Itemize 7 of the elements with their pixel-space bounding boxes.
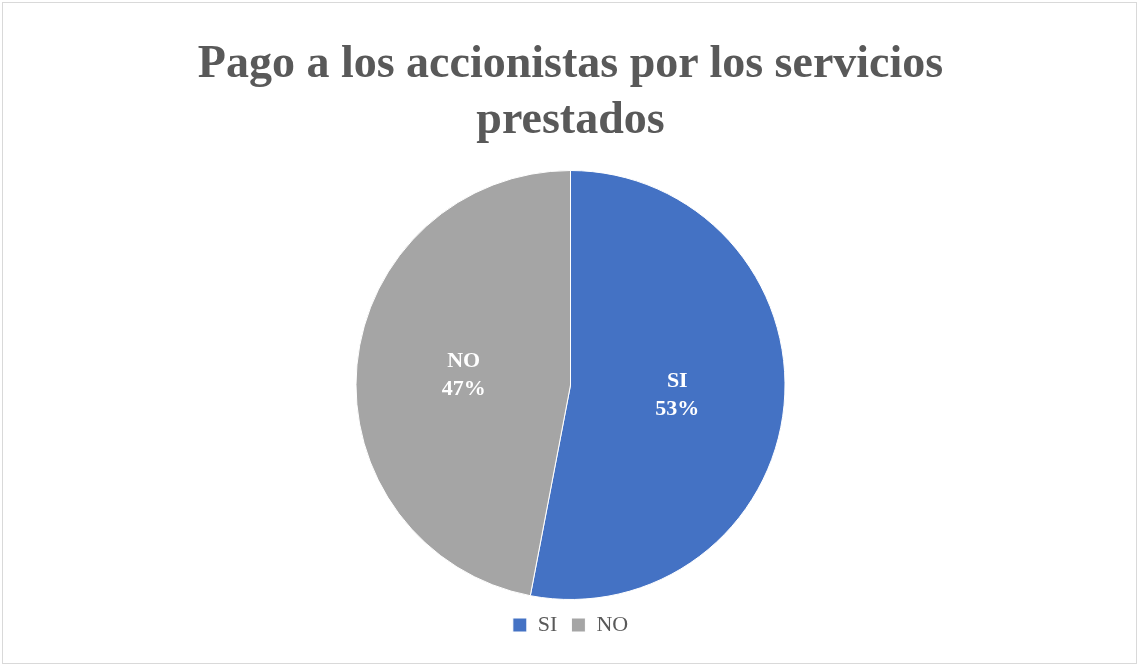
data-label: 47% <box>441 374 486 400</box>
slice-label: SI <box>666 366 688 392</box>
data-label: 53% <box>655 394 700 420</box>
slice-label: NO <box>447 346 481 372</box>
legend-label: SI <box>537 610 558 636</box>
legend-label: NO <box>596 610 629 636</box>
chart-title: Pago a los accionistas por los servicios prestados <box>196 35 945 145</box>
